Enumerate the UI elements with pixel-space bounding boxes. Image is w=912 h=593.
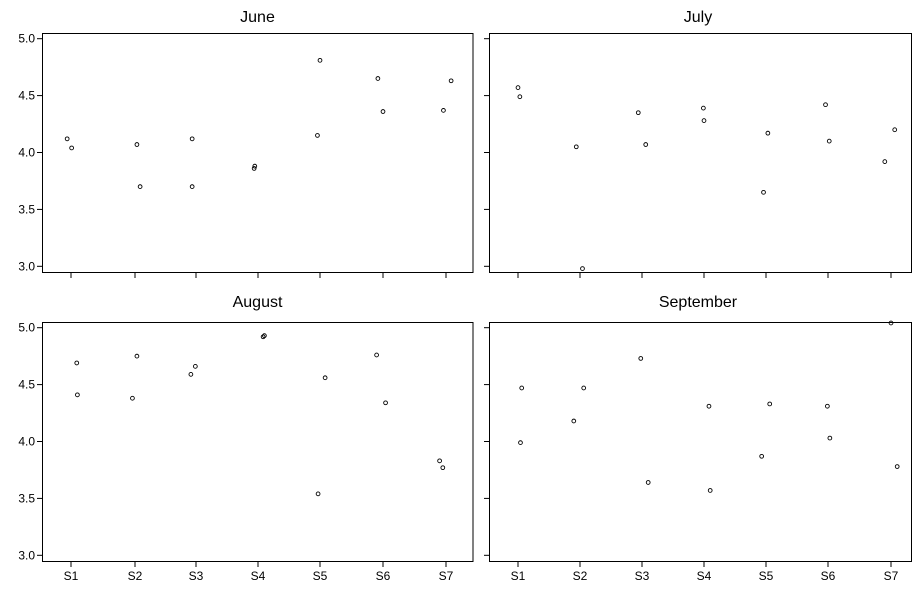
x-tick-label: S5 xyxy=(759,569,774,583)
data-point xyxy=(823,102,828,108)
panel-august: August 3.0 3.5 4.0 4.5 5.0 S1 S2 S3 S4 S5 S6 S7 xyxy=(18,294,474,583)
data-point xyxy=(374,352,379,358)
plot-frame xyxy=(489,322,912,562)
data-point xyxy=(517,94,523,100)
y-tick-label: 3.0 xyxy=(18,259,35,273)
data-point xyxy=(825,403,830,409)
data-point xyxy=(134,142,140,147)
plot-frame xyxy=(42,322,474,562)
data-point xyxy=(571,418,577,424)
data-point xyxy=(767,401,773,407)
y-tick-label: 3.5 xyxy=(18,491,35,505)
data-point xyxy=(635,110,641,116)
panel-title: September xyxy=(659,294,738,311)
data-point xyxy=(518,440,523,445)
x-tick-label: S7 xyxy=(439,569,454,583)
y-tick-label: 5.0 xyxy=(18,321,35,335)
data-point xyxy=(706,403,712,409)
data-point xyxy=(580,266,585,271)
data-point xyxy=(701,105,706,111)
data-point xyxy=(130,395,135,401)
x-tick-label: S2 xyxy=(573,569,588,583)
panel-june: June 3.0 3.5 4.0 4.5 5.0 xyxy=(18,9,474,278)
y-tick-label: 4.5 xyxy=(18,378,35,392)
data-point xyxy=(317,57,323,63)
x-tick-label: S3 xyxy=(189,569,204,583)
x-tick-label: S6 xyxy=(376,569,391,583)
data-point xyxy=(137,184,143,189)
data-point xyxy=(894,464,900,469)
data-point xyxy=(188,372,194,377)
data-point xyxy=(761,189,766,195)
data-point xyxy=(375,76,381,81)
data-point xyxy=(75,392,80,398)
x-tick-label: S4 xyxy=(697,569,712,583)
data-point xyxy=(638,356,644,361)
data-point xyxy=(74,360,80,366)
y-tick-label: 4.0 xyxy=(18,435,35,449)
data-point xyxy=(189,184,195,189)
data-point xyxy=(64,136,70,142)
data-point xyxy=(69,145,74,151)
y-tick-label: 4.5 xyxy=(18,89,35,103)
data-point xyxy=(193,364,198,369)
data-point xyxy=(701,118,707,123)
data-point xyxy=(437,458,442,464)
x-tick-label: S1 xyxy=(64,569,79,583)
plot-frame xyxy=(489,33,912,273)
x-tick-label: S5 xyxy=(313,569,328,583)
data-point xyxy=(322,375,328,381)
data-point xyxy=(441,108,446,113)
data-point xyxy=(448,78,454,84)
data-point xyxy=(262,333,267,339)
panel-july: July xyxy=(484,9,912,278)
x-tick-label: S4 xyxy=(251,569,266,583)
panel-title: August xyxy=(233,294,283,311)
data-point xyxy=(882,159,888,164)
x-tick-label: S3 xyxy=(635,569,650,583)
y-tick-label: 4.0 xyxy=(18,146,35,160)
data-point xyxy=(573,144,579,150)
data-point xyxy=(440,465,446,471)
data-point xyxy=(383,400,388,406)
data-point xyxy=(315,491,321,497)
data-point xyxy=(888,320,894,326)
data-point xyxy=(826,138,832,144)
data-point xyxy=(827,435,833,441)
data-point xyxy=(581,385,587,391)
x-tick-label: S1 xyxy=(511,569,526,583)
panel-title: July xyxy=(684,9,712,26)
data-point xyxy=(252,163,258,169)
y-tick-label: 5.0 xyxy=(18,32,35,46)
panel-september: September S1 S2 S3 S4 S5 S6 S7 xyxy=(484,294,912,583)
y-tick-label: 3.0 xyxy=(18,548,35,562)
y-tick-label: 3.5 xyxy=(18,202,35,216)
x-tick-label: S6 xyxy=(821,569,836,583)
data-point xyxy=(643,142,649,147)
data-point xyxy=(251,166,257,171)
data-point xyxy=(645,480,651,485)
data-point xyxy=(515,85,521,90)
data-point xyxy=(380,109,386,114)
data-point xyxy=(315,133,320,138)
x-tick-label: S2 xyxy=(128,569,143,583)
data-point xyxy=(765,130,771,136)
plot-frame xyxy=(42,33,474,273)
data-point xyxy=(707,488,713,493)
data-point xyxy=(519,385,525,391)
data-point xyxy=(759,453,765,459)
data-point xyxy=(189,136,195,142)
data-point xyxy=(260,334,266,340)
panel-title: June xyxy=(240,9,275,26)
x-tick-label: S7 xyxy=(884,569,899,583)
data-point xyxy=(892,127,898,133)
data-point xyxy=(134,353,140,359)
